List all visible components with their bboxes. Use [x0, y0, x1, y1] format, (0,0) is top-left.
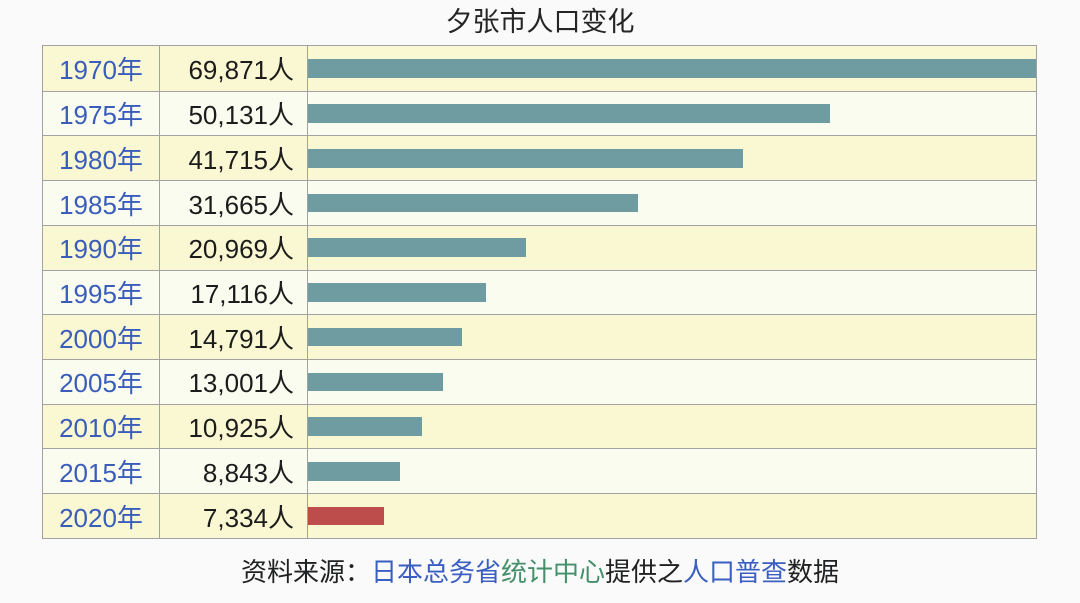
population-value: 50,131人	[160, 91, 308, 136]
source-link-agency[interactable]: 日本总务省	[370, 557, 501, 587]
population-value: 20,969人	[160, 225, 308, 270]
population-value: 41,715人	[160, 136, 308, 181]
source-link-center[interactable]: 统计中心	[500, 557, 605, 587]
population-value: 10,925人	[160, 404, 308, 449]
source-link-census[interactable]: 人口普查	[683, 557, 788, 587]
table-row: 1980年 41,715人	[43, 135, 1036, 181]
bar-track	[308, 136, 1036, 181]
table-row: 2005年 13,001人	[43, 359, 1036, 404]
year-link[interactable]: 2020年	[59, 502, 143, 533]
year-link[interactable]: 2010年	[59, 413, 143, 444]
population-table: 1970年 69,871人 1975年 50,131人 1980年 41,715…	[42, 45, 1037, 539]
source-line: 资料来源：日本总务省统计中心提供之人口普查数据	[0, 552, 1080, 589]
bar-track	[308, 494, 1036, 538]
population-bar	[308, 283, 487, 302]
year-link[interactable]: 1970年	[59, 54, 143, 85]
year-cell: 1970年	[43, 46, 160, 91]
table-row: 1970年 69,871人	[43, 46, 1036, 91]
bar-track	[308, 181, 1036, 225]
bar-track	[308, 270, 1036, 315]
year-link[interactable]: 1990年	[59, 234, 143, 265]
source-prefix: 资料来源：	[240, 557, 371, 587]
year-link[interactable]: 2015年	[59, 457, 143, 488]
table-row: 1975年 50,131人	[43, 90, 1036, 136]
table-row: 1985年 31,665人	[43, 180, 1036, 225]
chart-title: 夕张市人口变化	[445, 7, 635, 37]
source-suffix: 数据	[787, 557, 840, 587]
population-value: 7,334人	[160, 494, 308, 538]
population-value: 13,001人	[160, 360, 308, 404]
year-link[interactable]: 1995年	[59, 278, 143, 309]
population-bar	[308, 193, 638, 213]
bar-track	[308, 315, 1036, 360]
population-value: 8,843人	[160, 449, 308, 494]
year-link[interactable]: 1980年	[59, 144, 143, 175]
population-bar	[308, 506, 385, 526]
year-cell: 2005年	[43, 360, 160, 404]
year-link[interactable]: 1985年	[59, 189, 143, 220]
table-row: 2020年 7,334人	[43, 493, 1036, 538]
year-link[interactable]: 1975年	[59, 100, 143, 131]
population-bar	[308, 149, 743, 168]
year-cell: 2020年	[43, 494, 160, 538]
table-row: 2000年 14,791人	[43, 314, 1036, 360]
population-bar	[308, 59, 1036, 78]
year-cell: 1985年	[43, 181, 160, 225]
population-bar	[308, 372, 444, 392]
population-bar	[308, 327, 463, 347]
population-value: 17,116人	[160, 270, 308, 315]
year-cell: 2000年	[43, 315, 160, 360]
year-link[interactable]: 2000年	[59, 323, 143, 354]
year-cell: 1990年	[43, 225, 160, 270]
table-row: 1990年 20,969人	[43, 224, 1036, 270]
population-bar	[308, 104, 831, 123]
year-cell: 2010年	[43, 404, 160, 449]
bar-track	[308, 360, 1036, 404]
population-value: 31,665人	[160, 181, 308, 225]
year-cell: 1980年	[43, 136, 160, 181]
table-row: 1995年 17,116人	[43, 269, 1036, 315]
bar-track	[308, 404, 1036, 449]
table-row: 2010年 10,925人	[43, 403, 1036, 449]
bar-track	[308, 46, 1036, 91]
population-value: 69,871人	[160, 46, 308, 91]
year-link[interactable]: 2005年	[59, 368, 143, 399]
bar-track	[308, 225, 1036, 270]
table-row: 2015年 8,843人	[43, 448, 1036, 494]
population-bar	[308, 417, 422, 436]
population-value: 14,791人	[160, 315, 308, 360]
year-cell: 2015年	[43, 449, 160, 494]
bar-track	[308, 91, 1036, 136]
source-middle: 提供之	[605, 557, 684, 587]
year-cell: 1975年	[43, 91, 160, 136]
year-cell: 1995年	[43, 270, 160, 315]
population-bar	[308, 238, 527, 257]
population-bar	[308, 462, 401, 481]
bar-track	[308, 449, 1036, 494]
